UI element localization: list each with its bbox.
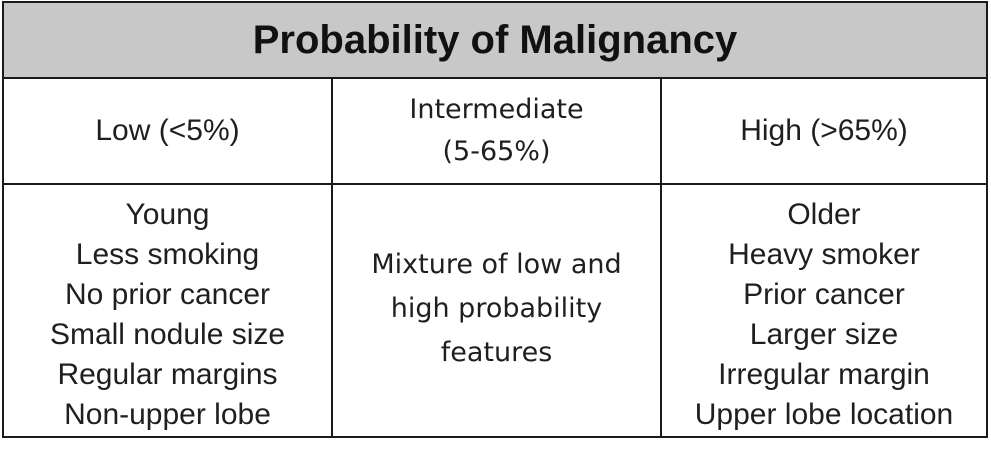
header-cell-high: High (>65%): [662, 79, 986, 183]
low-feature-item: Young: [125, 198, 210, 231]
low-feature-item: Less smoking: [75, 238, 260, 271]
low-feature-item: Non-upper lobe: [64, 398, 271, 431]
header-intermediate-label-line-1: Intermediate: [409, 94, 584, 125]
table-body-row: Young Less smoking No prior cancer Small…: [4, 185, 986, 436]
high-feature-item: Prior cancer: [743, 278, 905, 311]
header-cell-intermediate: Intermediate (5-65%): [333, 79, 662, 183]
features-cell-intermediate: Mixture of low and high probability feat…: [333, 185, 662, 436]
intermediate-feature-line: Mixture of low and: [371, 248, 622, 280]
low-feature-item: No prior cancer: [64, 278, 271, 311]
table-header-row: Low (<5%) Intermediate (5-65%) High (>65…: [4, 79, 986, 185]
header-cell-low: Low (<5%): [4, 79, 333, 183]
features-cell-high: Older Heavy smoker Prior cancer Larger s…: [662, 185, 986, 436]
high-feature-item: Older: [787, 198, 861, 231]
intermediate-feature-line: features: [440, 336, 553, 368]
table-title: Probability of Malignancy: [252, 17, 738, 62]
header-low-label: Low (<5%): [95, 114, 240, 147]
table-title-row: Probability of Malignancy: [4, 3, 986, 79]
header-intermediate-label-line-2: (5-65%): [442, 136, 551, 167]
intermediate-feature-line: high probability: [390, 292, 603, 324]
low-feature-item: Regular margins: [57, 358, 278, 391]
features-cell-low: Young Less smoking No prior cancer Small…: [4, 185, 333, 436]
low-feature-item: Small nodule size: [49, 318, 286, 351]
header-high-label: High (>65%): [740, 114, 908, 147]
high-feature-item: Heavy smoker: [728, 238, 920, 271]
malignancy-probability-table: Probability of Malignancy Low (<5%) Inte…: [2, 1, 988, 438]
high-feature-item: Larger size: [749, 318, 899, 351]
high-feature-item: Irregular margin: [718, 358, 930, 391]
high-feature-item: Upper lobe location: [694, 398, 954, 431]
